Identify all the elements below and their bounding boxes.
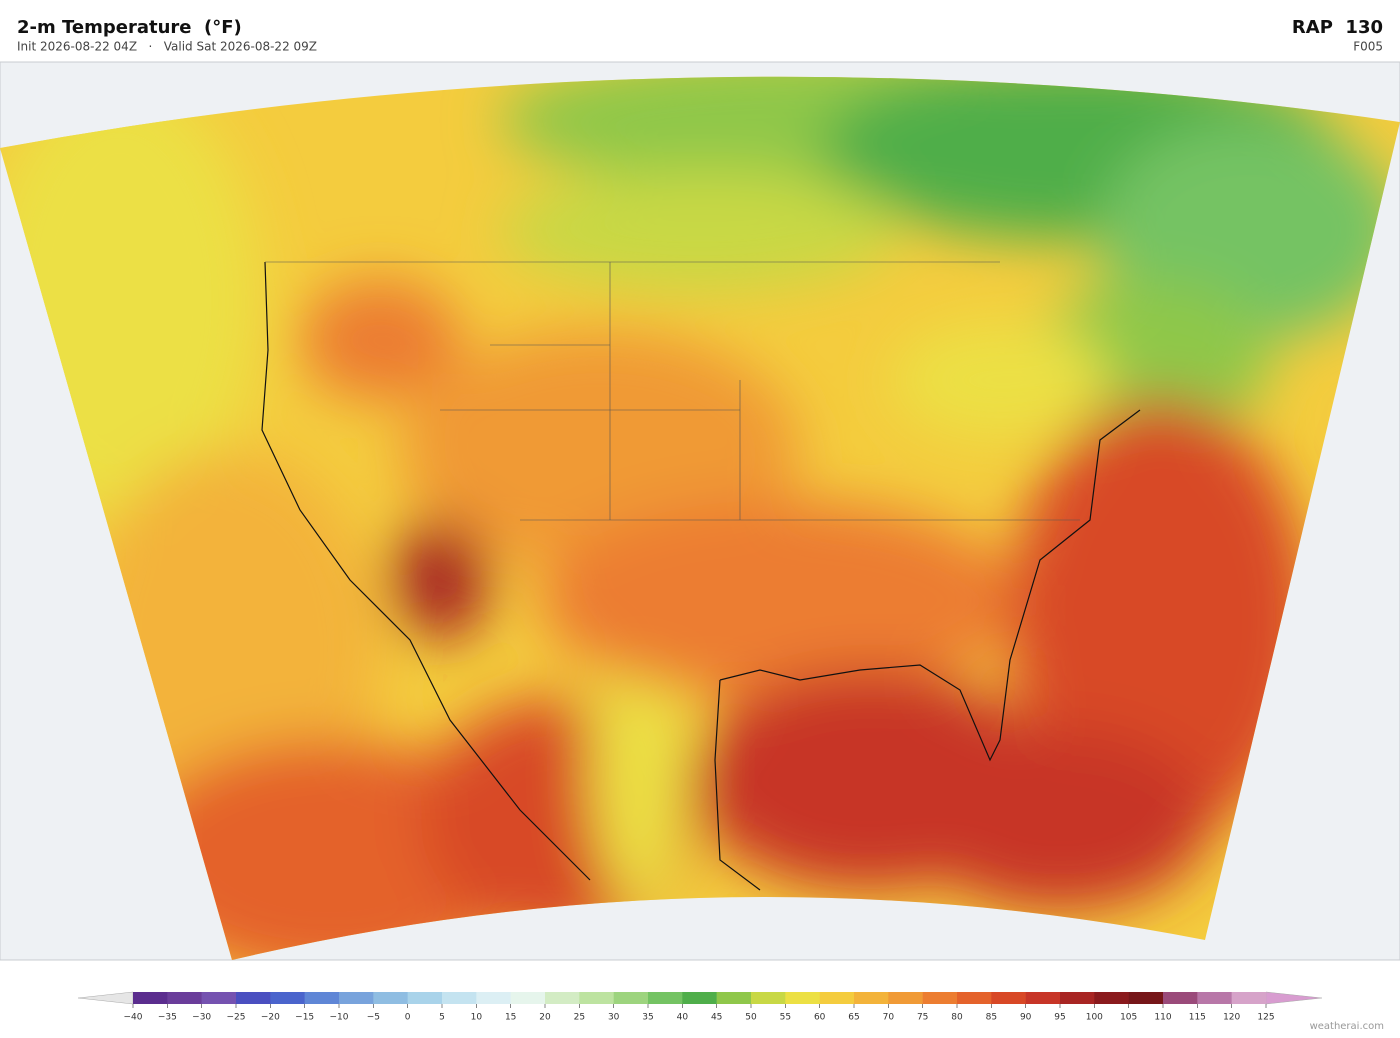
colorbar-bin bbox=[270, 992, 305, 1004]
colorbar-tick-label: 40 bbox=[677, 1013, 689, 1023]
colorbar-bin bbox=[922, 992, 958, 1004]
colorbar-bin bbox=[991, 992, 1026, 1004]
colorbar-bin bbox=[854, 992, 889, 1004]
colorbar-bin bbox=[1128, 992, 1164, 1004]
colorbar-tick-label: −10 bbox=[330, 1013, 349, 1023]
colorbar-tick-label: 0 bbox=[405, 1013, 411, 1023]
colorbar-tick-label: 110 bbox=[1154, 1013, 1171, 1023]
colorbar-bin bbox=[201, 992, 237, 1004]
colorbar-tick-label: 65 bbox=[848, 1013, 859, 1023]
colorbar-tick-label: −20 bbox=[261, 1013, 280, 1023]
colorbar-bin bbox=[339, 992, 374, 1004]
subtitle: Init 2026-08-22 04Z · Valid Sat 2026-08-… bbox=[17, 40, 317, 54]
colorbar-tick-label: 100 bbox=[1086, 1013, 1103, 1023]
colorbar-bin bbox=[1163, 992, 1198, 1004]
colorbar-bin bbox=[888, 992, 923, 1004]
colorbar-tick-label: 35 bbox=[642, 1013, 653, 1023]
temperature-field bbox=[0, 76, 1400, 961]
colorbar-tick-label: 125 bbox=[1257, 1013, 1274, 1023]
colorbar-bin bbox=[785, 992, 820, 1004]
colorbar-tick-label: 115 bbox=[1189, 1013, 1206, 1023]
colorbar-tick-label: 50 bbox=[745, 1013, 757, 1023]
colorbar-tick-label: −25 bbox=[227, 1013, 246, 1023]
colorbar: −40 −35 −30 −25 −20 −15 −10 −5 0 5 10 15 20 25 30 35 40 4… bbox=[77, 991, 1323, 1023]
colorbar-bin bbox=[579, 992, 614, 1004]
colorbar-tick-label: 75 bbox=[917, 1013, 928, 1023]
colorbar-tick-label: 25 bbox=[574, 1013, 585, 1023]
colorbar-tick-label: 70 bbox=[883, 1013, 895, 1023]
model-label: RAP 130 bbox=[1292, 17, 1383, 38]
colorbar-bin bbox=[613, 992, 649, 1004]
colorbar-tick-label: −35 bbox=[158, 1013, 177, 1023]
colorbar-tick-label: 15 bbox=[505, 1013, 516, 1023]
colorbar-tick-label: 55 bbox=[780, 1013, 791, 1023]
title: 2-m Temperature (°F) bbox=[17, 17, 242, 38]
colorbar-tick-label: 5 bbox=[439, 1013, 445, 1023]
colorbar-bin bbox=[167, 992, 202, 1004]
colorbar-bin bbox=[1060, 992, 1095, 1004]
colorbar-tick-label: −30 bbox=[192, 1013, 211, 1023]
colorbar-bin bbox=[682, 992, 717, 1004]
colorbar-tick-label: 120 bbox=[1223, 1013, 1240, 1023]
colorbar-tick-label: 20 bbox=[539, 1013, 551, 1023]
colorbar-bin bbox=[1025, 992, 1061, 1004]
colorbar-bin bbox=[304, 992, 340, 1004]
colorbar-tick-label: 45 bbox=[711, 1013, 722, 1023]
colorbar-over bbox=[1265, 991, 1323, 1005]
colorbar-tick-label: 10 bbox=[471, 1013, 483, 1023]
colorbar-bin bbox=[133, 992, 168, 1004]
colorbar-under bbox=[77, 991, 134, 1005]
colorbar-bin bbox=[236, 992, 271, 1004]
colorbar-bin bbox=[407, 992, 443, 1004]
colorbar-bin bbox=[373, 992, 408, 1004]
colorbar-bin bbox=[751, 992, 786, 1004]
colorbar-bin bbox=[510, 992, 546, 1004]
colorbar-tick-label: 85 bbox=[986, 1013, 997, 1023]
colorbar-tick-label: −15 bbox=[295, 1013, 314, 1023]
coastline bbox=[261, 261, 1141, 891]
credit: weatherai.com bbox=[1310, 1021, 1384, 1032]
colorbar-bin bbox=[1197, 992, 1232, 1004]
colorbar-tick-label: 105 bbox=[1120, 1013, 1137, 1023]
colorbar-bin bbox=[1094, 992, 1129, 1004]
borders bbox=[265, 261, 1080, 521]
colorbar-bin bbox=[476, 992, 511, 1004]
colorbar-tick-label: 90 bbox=[1020, 1013, 1032, 1023]
colorbar-bin bbox=[442, 992, 477, 1004]
colorbar-tick-label: −40 bbox=[124, 1013, 143, 1023]
colorbar-bin bbox=[1231, 992, 1267, 1004]
colorbar-tick-label: 60 bbox=[814, 1013, 826, 1023]
colorbar-bin bbox=[545, 992, 580, 1004]
forecast-hour: F005 bbox=[1353, 40, 1383, 54]
colorbar-bin bbox=[957, 992, 992, 1004]
colorbar-tick-label: 95 bbox=[1054, 1013, 1065, 1023]
colorbar-tick-label: −5 bbox=[367, 1013, 380, 1023]
colorbar-tick-label: 30 bbox=[608, 1013, 620, 1023]
colorbar-bin bbox=[819, 992, 855, 1004]
colorbar-bin bbox=[716, 992, 752, 1004]
colorbar-tick-label: 80 bbox=[951, 1013, 963, 1023]
colorbar-bin bbox=[648, 992, 683, 1004]
